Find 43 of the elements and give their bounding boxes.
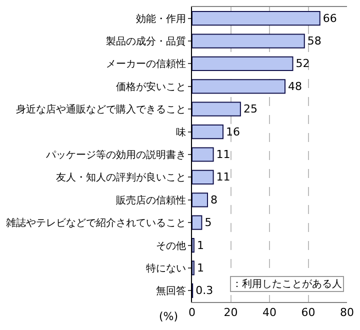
bar xyxy=(192,192,208,208)
data-label: 0.3 xyxy=(196,284,214,298)
data-label: 66 xyxy=(322,12,337,25)
data-label: 5 xyxy=(204,216,212,230)
data-label: 48 xyxy=(288,80,302,93)
data-label: 11 xyxy=(216,170,230,184)
data-label: 58 xyxy=(307,34,322,48)
bar xyxy=(192,124,224,140)
y-tick-label: 無回答 xyxy=(156,285,186,298)
bar xyxy=(192,11,320,26)
y-tick-label: 身近な店や通販などで購入できること xyxy=(16,104,186,116)
bar xyxy=(192,56,294,72)
data-label: 8 xyxy=(210,193,218,206)
data-label: 52 xyxy=(296,57,310,70)
y-tick-label: パッケージ等の効用の説明書き xyxy=(45,149,186,161)
x-axis-title: (%) xyxy=(159,310,178,323)
bar xyxy=(192,79,286,94)
y-tick-label: 効能・作用 xyxy=(136,12,186,25)
y-tick-label: 雑誌やテレビなどで紹介されていること xyxy=(6,217,186,230)
y-tick-label: 特にない xyxy=(146,262,186,274)
bar xyxy=(192,215,202,230)
x-tick-label: 80 xyxy=(340,306,354,320)
data-label: 25 xyxy=(243,102,258,116)
y-tick-label: 製品の成分・品質 xyxy=(106,36,186,48)
data-label: 11 xyxy=(216,148,230,161)
x-tick-label: 40 xyxy=(262,306,276,320)
y-tick-label: 販売店の信頼性 xyxy=(116,194,186,206)
y-tick-label: その他 xyxy=(156,240,186,252)
data-label: 1 xyxy=(196,261,204,274)
annotation: ：利用したことがある人 xyxy=(232,278,342,290)
y-tick-label: 味 xyxy=(176,126,186,138)
data-label: 1 xyxy=(196,238,204,252)
bar xyxy=(192,147,214,162)
x-tick-label: 60 xyxy=(301,306,316,320)
bar xyxy=(192,102,241,116)
y-tick-label: メーカーの信頼性 xyxy=(106,58,186,70)
bar xyxy=(192,170,214,184)
data-label: 16 xyxy=(226,125,240,138)
y-tick-label: 価格が安いこと xyxy=(116,80,186,93)
y-tick-label: 友人・知人の評判が良いこと xyxy=(56,172,186,184)
x-tick-label: 0 xyxy=(188,306,196,320)
bar xyxy=(192,34,305,48)
x-tick-label: 20 xyxy=(224,306,238,320)
